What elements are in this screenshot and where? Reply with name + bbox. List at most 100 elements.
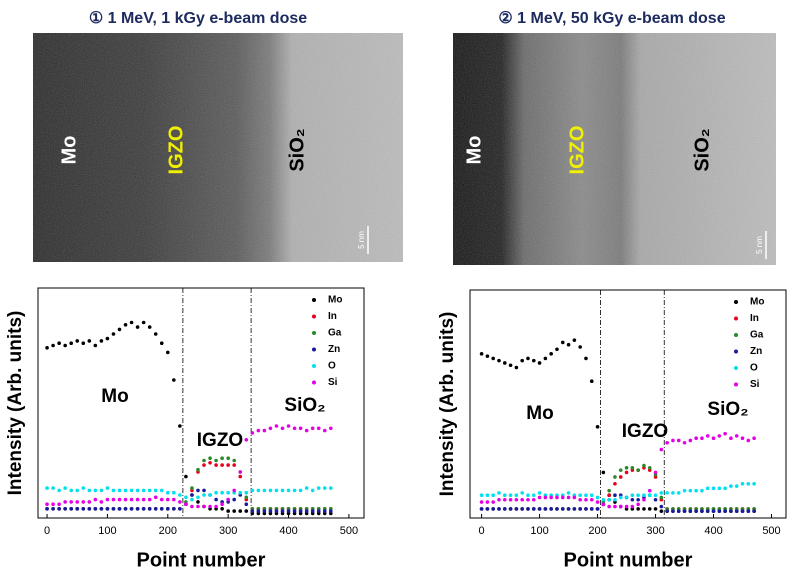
data-point: [572, 507, 577, 511]
data-point: [647, 493, 652, 498]
legend-marker: [312, 347, 316, 352]
data-point: [238, 490, 243, 495]
data-point: [322, 486, 327, 490]
data-point: [316, 509, 321, 513]
region-label: IGZO: [622, 421, 668, 442]
data-point: [57, 502, 61, 507]
data-point: [220, 456, 224, 461]
legend-marker: [734, 349, 738, 354]
data-point: [705, 434, 710, 438]
data-point: [531, 497, 536, 502]
legend-label: Si: [328, 377, 338, 388]
data-point: [135, 507, 140, 511]
image-label: Mo: [463, 136, 485, 165]
data-point: [226, 497, 230, 502]
data-point: [566, 342, 571, 347]
data-point: [244, 509, 249, 513]
data-point: [653, 507, 658, 511]
data-point: [202, 493, 206, 497]
data-point: [214, 504, 218, 509]
data-point: [129, 507, 134, 511]
data-point: [69, 341, 74, 346]
data-point: [595, 495, 600, 500]
legend-label: Zn: [750, 346, 762, 357]
data-point: [123, 488, 128, 493]
data-point: [537, 495, 542, 500]
data-point: [69, 500, 74, 504]
data-point: [595, 507, 600, 511]
data-point: [286, 424, 291, 428]
data-point: [262, 428, 267, 433]
data-point: [584, 356, 588, 361]
data-point: [141, 488, 146, 493]
data-point: [105, 486, 110, 490]
data-point: [286, 509, 291, 513]
data-point: [636, 468, 640, 472]
data-point: [280, 488, 285, 493]
data-point: [560, 495, 565, 500]
scale-bar-label: 5 nm: [357, 231, 366, 249]
data-point: [665, 440, 669, 445]
data-point: [729, 484, 733, 488]
data-point: [202, 463, 206, 467]
region-label: Mo: [526, 403, 553, 424]
legend-label: Zn: [328, 344, 340, 355]
data-point: [624, 504, 629, 509]
data-point: [214, 490, 218, 495]
data-point: [630, 504, 635, 509]
data-point: [280, 426, 285, 431]
data-point: [508, 363, 513, 368]
data-point: [310, 509, 315, 513]
data-point: [694, 436, 698, 441]
data-point: [196, 500, 200, 504]
data-point: [292, 509, 297, 513]
data-point: [717, 434, 722, 438]
data-point: [497, 358, 501, 363]
data-point: [485, 507, 490, 511]
data-point: [647, 488, 652, 493]
data-point: [740, 482, 745, 486]
data-point: [566, 495, 571, 500]
data-point: [607, 493, 611, 498]
data-point: [214, 497, 218, 502]
data-point: [671, 438, 675, 443]
data-point: [220, 463, 224, 467]
data-point: [190, 493, 194, 497]
data-point: [178, 500, 182, 504]
data-point: [578, 345, 582, 349]
data-point: [202, 488, 206, 493]
data-point: [578, 497, 582, 502]
data-point: [531, 507, 536, 511]
x-tick-label: 400: [704, 525, 722, 537]
data-point: [208, 493, 212, 497]
data-point: [479, 352, 484, 356]
data-point: [618, 475, 623, 479]
data-point: [45, 486, 49, 490]
data-point: [274, 424, 279, 428]
data-point: [613, 482, 617, 486]
data-point: [238, 470, 243, 474]
y-axis-label: Intensity (Arb. units): [437, 312, 458, 497]
region-label: Mo: [101, 386, 128, 407]
data-point: [752, 509, 756, 513]
data-point: [262, 488, 267, 493]
data-point: [57, 341, 61, 346]
data-point: [159, 507, 164, 511]
data-point: [491, 500, 495, 504]
data-point: [676, 509, 681, 513]
data-point: [601, 470, 606, 475]
data-point: [129, 320, 134, 325]
legend-marker: [312, 364, 316, 368]
data-point: [589, 493, 594, 498]
data-point: [624, 466, 629, 470]
data-point: [526, 493, 530, 498]
data-point: [232, 458, 237, 463]
legend-label: O: [750, 363, 758, 374]
data-point: [671, 491, 675, 495]
data-point: [642, 493, 646, 498]
data-point: [244, 438, 249, 442]
data-point: [746, 438, 751, 443]
data-point: [485, 500, 490, 504]
data-point: [514, 493, 519, 498]
image-label: SiO₂: [691, 128, 713, 171]
